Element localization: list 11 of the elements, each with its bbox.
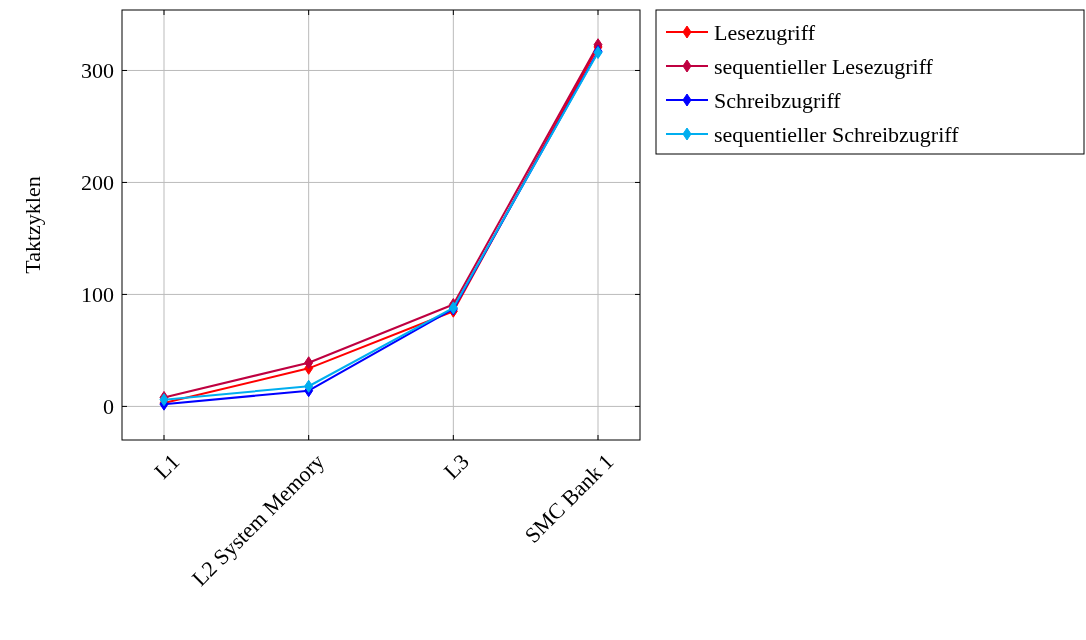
x-tick-label: L1 [149, 448, 185, 484]
y-tick-label: 0 [103, 394, 114, 420]
y-tick-label: 100 [81, 282, 114, 308]
legend-label: sequentieller Schreibzugriff [714, 121, 960, 147]
legend-label: Lesezugriff [714, 19, 816, 45]
x-tick-label: L3 [438, 448, 474, 484]
y-axis-title: Taktzyklen [20, 176, 45, 274]
legend-label: sequentieller Lesezugriff [714, 53, 934, 79]
y-tick-label: 200 [81, 170, 114, 196]
legend-label: Schreibzugriff [714, 87, 842, 113]
y-tick-label: 300 [81, 58, 114, 84]
